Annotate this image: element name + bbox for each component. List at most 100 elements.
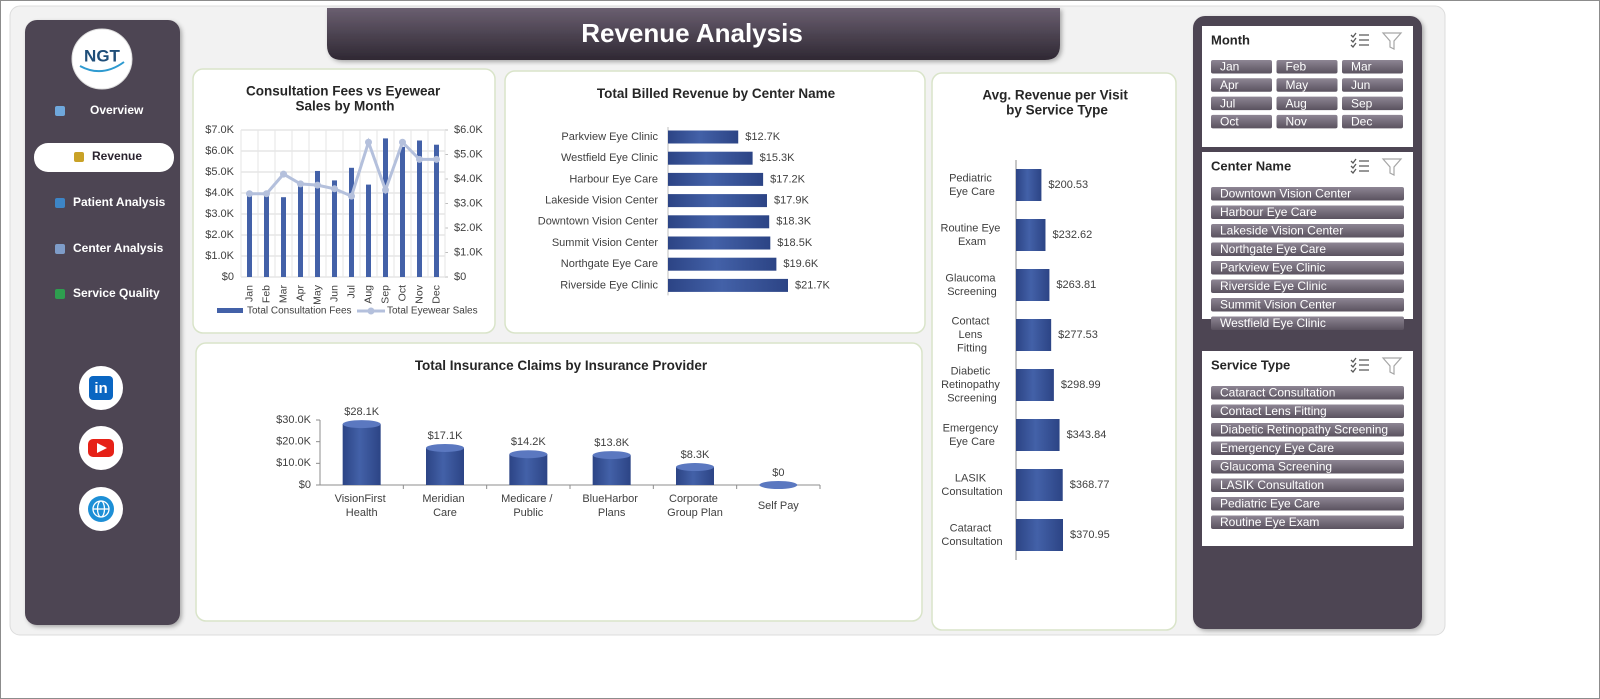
slicer-item[interactable]: Riverside Eye Clinic	[1211, 279, 1404, 293]
slicer-item[interactable]: Routine Eye Exam	[1211, 515, 1404, 529]
slicer-item[interactable]: Harbour Eye Care	[1211, 205, 1404, 219]
x-tick-label: Meridian Care	[422, 493, 467, 519]
multi-select-glyph	[1350, 357, 1369, 363]
value-label: $17.9K	[774, 195, 810, 207]
multi-select-button[interactable]	[1350, 158, 1369, 174]
slicer-title: Center Name	[1211, 158, 1291, 173]
slicer-item[interactable]: Dec	[1342, 115, 1403, 129]
nav-item[interactable]: Overview	[55, 103, 144, 117]
multi-select-glyph	[1350, 158, 1369, 164]
slicer-item[interactable]: LASIK Consultation	[1211, 478, 1404, 492]
bar-cap	[426, 443, 464, 452]
y-tick-label: $5.0K	[205, 166, 234, 178]
slicer-item[interactable]: Cataract Consultation	[1211, 386, 1404, 400]
nav-icon	[55, 244, 65, 254]
slicer-title: Service Type	[1211, 357, 1290, 372]
bar	[668, 151, 753, 165]
clear-filter-button[interactable]	[1381, 158, 1403, 176]
slicer-item[interactable]: Apr	[1211, 78, 1272, 92]
line-marker	[263, 190, 270, 198]
nav-icon	[55, 106, 65, 116]
slicer-item[interactable]: Downtown Vision Center	[1211, 187, 1404, 201]
slicer-item[interactable]: Northgate Eye Care	[1211, 242, 1404, 256]
line-marker	[246, 190, 253, 198]
bar	[509, 454, 548, 485]
slicer-item-button	[1211, 261, 1404, 275]
slicer-item-label: Apr	[1220, 78, 1239, 92]
slicer-item-button	[1211, 279, 1404, 293]
multi-select-glyph	[1350, 42, 1369, 48]
slicer-item-label: Oct	[1220, 115, 1239, 129]
slicer-item[interactable]: Feb	[1276, 60, 1338, 74]
multi-select-button[interactable]	[1350, 357, 1369, 373]
clear-filter-button[interactable]	[1381, 32, 1403, 50]
slicer-item[interactable]: Pediatric Eye Care	[1211, 497, 1404, 511]
slicer-item[interactable]: Jan	[1211, 60, 1272, 74]
multi-select-glyph	[1350, 367, 1369, 373]
y2-tick-label: $1.0K	[454, 246, 483, 258]
globe-glyph	[92, 500, 110, 518]
slicer-item[interactable]: Contact Lens Fitting	[1211, 404, 1404, 418]
y-tick-label: Harbour Eye Care	[569, 173, 658, 185]
slicer-item-button	[1211, 187, 1404, 201]
y-tick-label: Summit Vision Center	[552, 237, 659, 249]
value-label: $21.7K	[795, 279, 831, 291]
slicer-item[interactable]: Parkview Eye Clinic	[1211, 261, 1404, 275]
nav-item[interactable]: Revenue	[74, 149, 142, 163]
slicer-item[interactable]: Summit Vision Center	[1211, 298, 1404, 312]
value-label: $232.62	[1052, 229, 1092, 241]
slicer-item-label: Diabetic Retinopathy Screening	[1220, 423, 1388, 437]
slicer-item-label: LASIK Consultation	[1220, 478, 1324, 492]
legend-label: Total Eyewear Sales	[387, 306, 478, 317]
slicer-item-button	[1211, 96, 1272, 111]
y2-tick-label: $2.0K	[454, 222, 483, 234]
nav-active-pill	[34, 143, 174, 172]
y-tick-label: Cataract Consultation	[941, 522, 1002, 548]
slicer-item[interactable]: Lakeside Vision Center	[1211, 224, 1404, 238]
y2-tick-label: $4.0K	[454, 173, 483, 185]
bar	[668, 278, 788, 292]
nav-label: Service Quality	[73, 286, 160, 300]
bar	[417, 140, 422, 277]
multi-select-button[interactable]	[1350, 32, 1369, 48]
slicer-item[interactable]: Nov	[1276, 115, 1338, 129]
slicer-item[interactable]: Westfield Eye Clinic	[1211, 316, 1404, 330]
slicer-item[interactable]: Sep	[1342, 96, 1403, 110]
slicer-item[interactable]: May	[1276, 78, 1338, 92]
chart-panel	[195, 342, 923, 622]
slicer-item-label: Feb	[1286, 60, 1307, 74]
nav-item[interactable]: Center Analysis	[55, 241, 164, 255]
slicer-item-button	[1276, 78, 1338, 92]
linkedin-icon	[89, 376, 113, 400]
slicer-item[interactable]: Oct	[1211, 115, 1272, 129]
slicer-item[interactable]: Glaucoma Screening	[1211, 460, 1404, 474]
slicer-item[interactable]: Mar	[1342, 60, 1403, 74]
bar	[400, 146, 405, 277]
y-tick-label: $0	[299, 479, 311, 491]
slicer-item[interactable]: Aug	[1276, 96, 1338, 111]
slicer-item[interactable]: Diabetic Retinopathy Screening	[1211, 423, 1404, 437]
slicer-item[interactable]: Jun	[1342, 78, 1403, 92]
nav-icon	[55, 289, 65, 299]
slicer-item-button	[1276, 96, 1338, 111]
slicer-item[interactable]: Emergency Eye Care	[1211, 441, 1404, 455]
nav-item[interactable]: Patient Analysis	[55, 195, 166, 209]
x-tick-label: Mar	[277, 285, 289, 304]
slicer-item-label: Parkview Eye Clinic	[1220, 261, 1325, 275]
slicer-item-button	[1211, 242, 1404, 256]
slicer-item-label: Jan	[1220, 60, 1239, 74]
clear-filter-button[interactable]	[1381, 357, 1403, 375]
bar	[342, 424, 381, 485]
bar-cap	[676, 463, 714, 472]
bar	[668, 130, 739, 144]
slicer-item-label: Nov	[1286, 115, 1307, 129]
legend-swatch	[217, 308, 243, 313]
x-tick-label: Jan	[243, 285, 255, 302]
bar	[1016, 219, 1046, 251]
slicer-item-button	[1211, 224, 1404, 238]
x-tick-label: Dec	[430, 285, 442, 304]
slicer-item-label: Contact Lens Fitting	[1220, 404, 1327, 418]
bar	[676, 467, 714, 485]
nav-item[interactable]: Service Quality	[55, 286, 160, 300]
slicer-item[interactable]: Jul	[1211, 96, 1272, 110]
